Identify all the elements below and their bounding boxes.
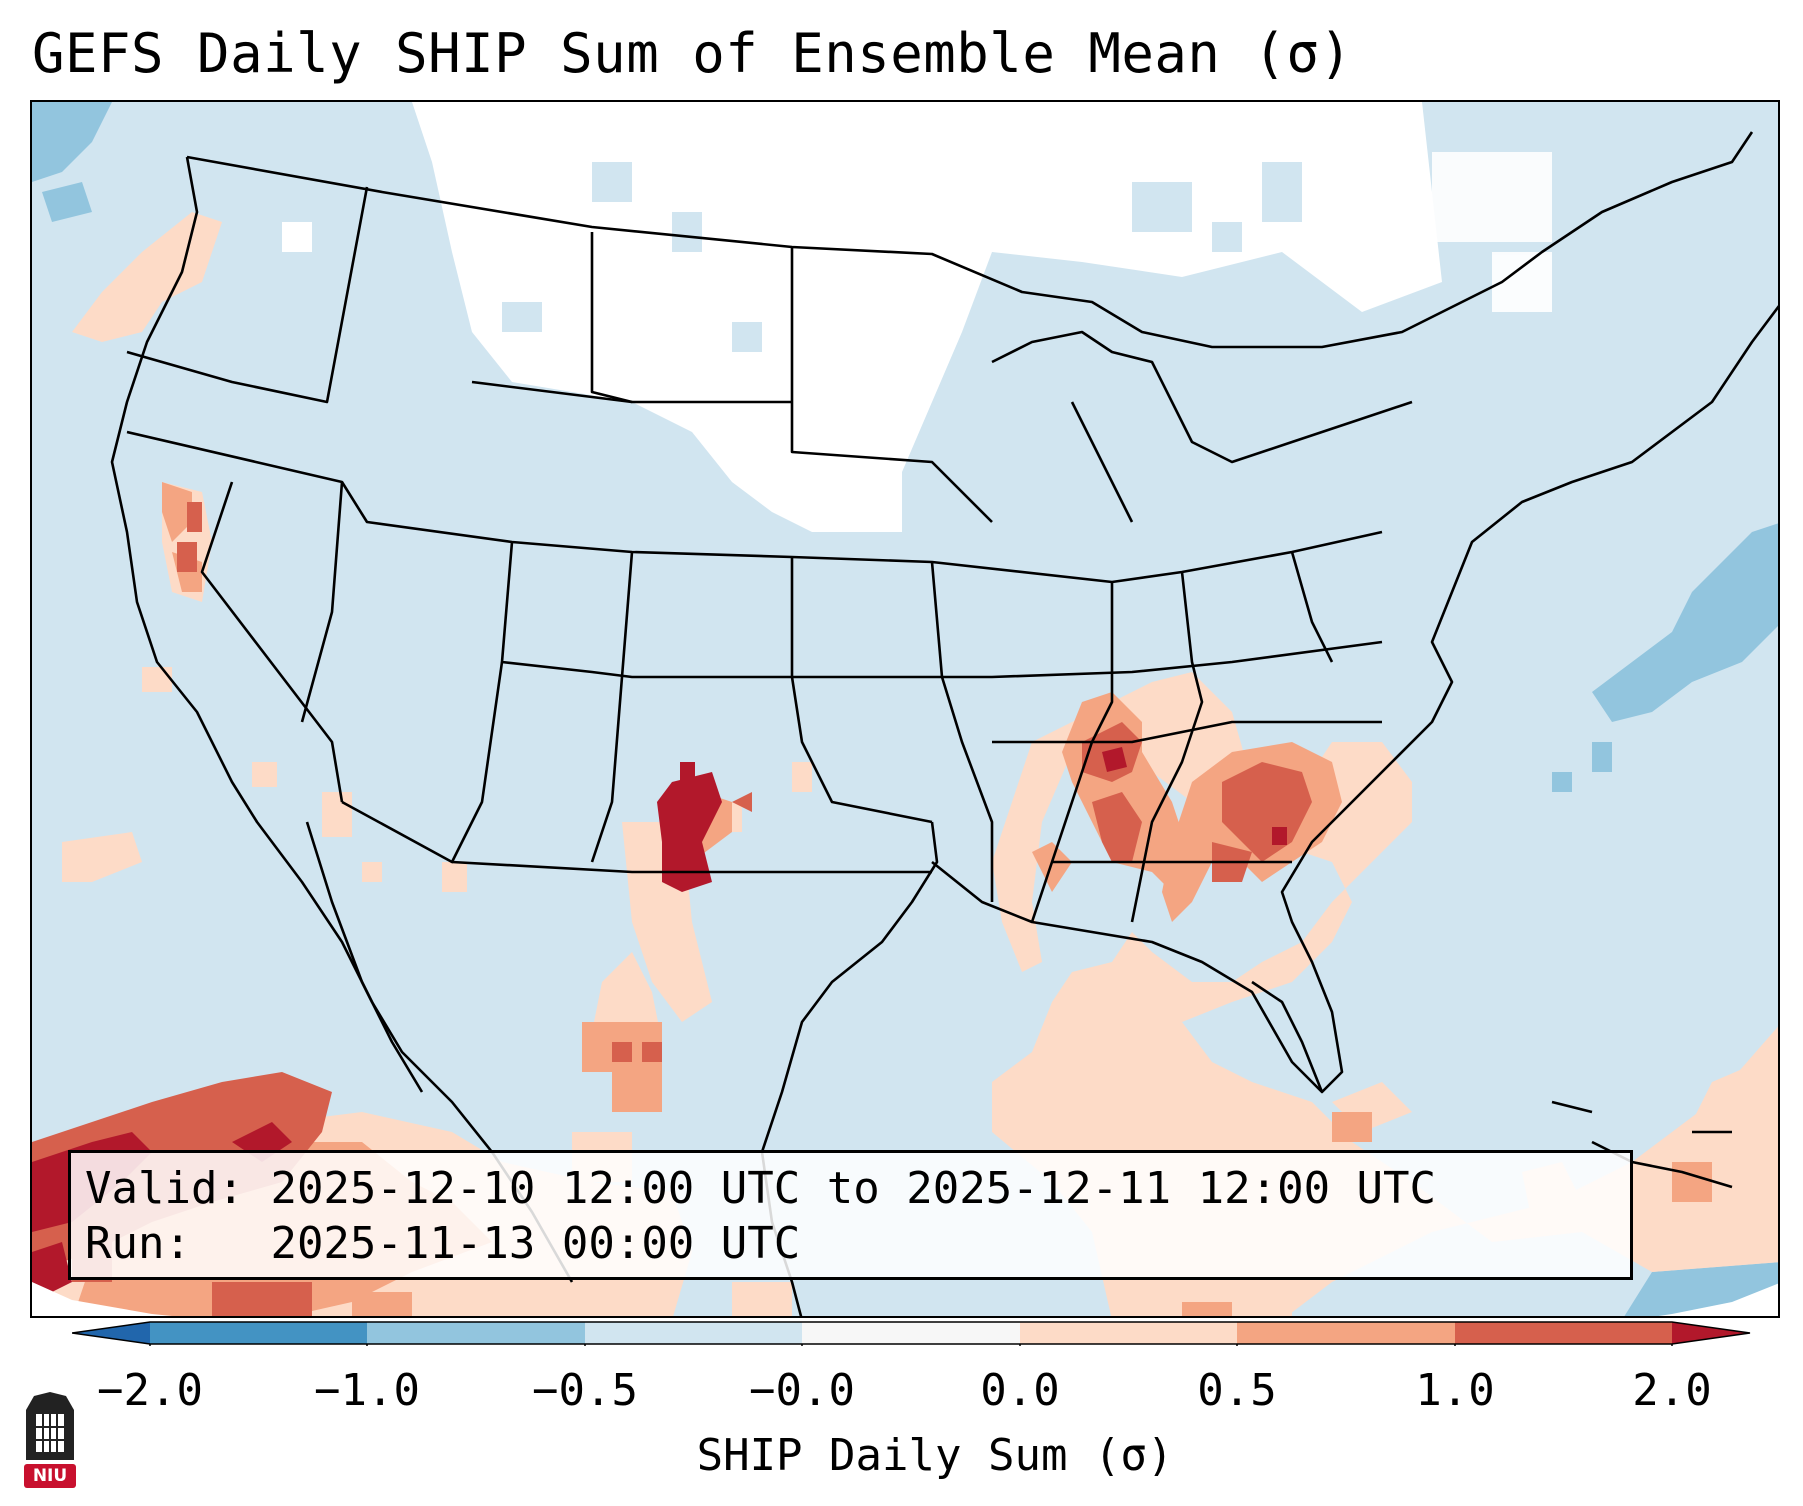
map-panel — [30, 100, 1780, 1318]
colorbar — [72, 1321, 1751, 1346]
valid-value: 2025-12-10 12:00 UTC to 2025-12-11 12:00… — [270, 1163, 1437, 1214]
boundary-lines — [110, 131, 1778, 1316]
colorbar-title: SHIP Daily Sum (σ) — [696, 1430, 1174, 1481]
valid-label: Valid: — [85, 1163, 244, 1214]
colorbar-bin — [585, 1322, 802, 1344]
colorbar-bin — [1237, 1322, 1455, 1344]
colorbar-tick-label: 0.5 — [1197, 1365, 1277, 1416]
colorbar-bin — [367, 1322, 585, 1344]
colorbar-tick-label: −0.5 — [532, 1365, 638, 1416]
colorbar-extend-low — [72, 1322, 150, 1344]
colorbar-bin — [802, 1322, 1020, 1344]
colorbar-bin — [150, 1322, 367, 1344]
niu-logo-icon — [24, 1392, 76, 1488]
colorbar-tick-label: 2.0 — [1632, 1365, 1712, 1416]
run-label: Run: — [85, 1218, 191, 1269]
colorbar-tick-label: 0.0 — [980, 1365, 1060, 1416]
info-box: Valid: 2025-12-10 12:00 UTC to 2025-12-1… — [68, 1150, 1633, 1280]
colorbar-bin — [1455, 1322, 1672, 1344]
colorbar-extend-high — [1672, 1322, 1750, 1344]
colorbar-tick-label: −2.0 — [97, 1365, 203, 1416]
colorbar-tick-label: −1.0 — [314, 1365, 420, 1416]
colorbar-bin — [1020, 1322, 1237, 1344]
niu-logo-text: NIU — [32, 1466, 68, 1486]
colorbar-tick-label: −0.0 — [749, 1365, 855, 1416]
run-value: 2025-11-13 00:00 UTC — [270, 1218, 801, 1269]
colorbar-tick-label: 1.0 — [1415, 1365, 1495, 1416]
map-title: GEFS Daily SHIP Sum of Ensemble Mean (σ) — [32, 22, 1353, 85]
map-canvas — [32, 102, 1778, 1316]
